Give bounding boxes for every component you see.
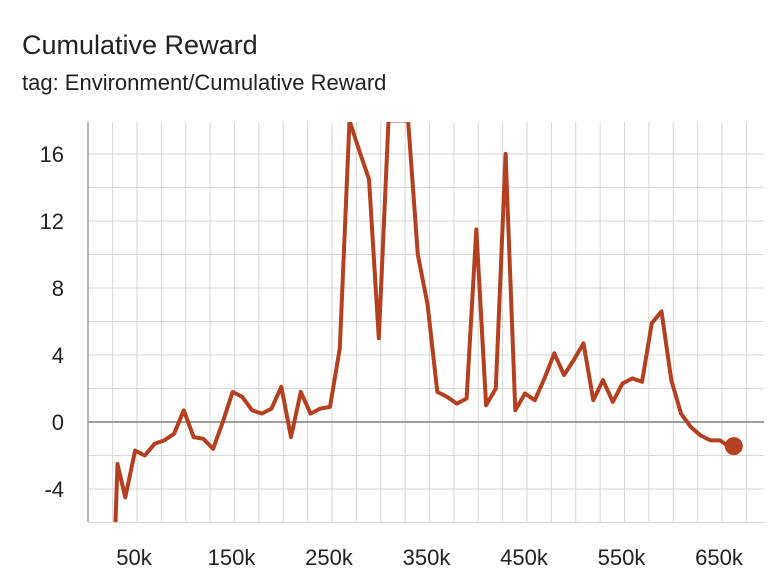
chart-subtitle: tag: Environment/Cumulative Reward <box>22 70 387 95</box>
x-tick-label: 250k <box>305 545 354 570</box>
y-tick-label: 0 <box>52 410 64 435</box>
y-tick-label: 16 <box>40 142 64 167</box>
x-tick-label: 450k <box>500 545 549 570</box>
marker-layer <box>724 437 743 456</box>
x-tick-label: 650k <box>695 545 744 570</box>
y-tick-label: 12 <box>40 209 64 234</box>
axes <box>87 122 764 522</box>
x-tick-label: 550k <box>598 545 647 570</box>
x-tick-label: 350k <box>403 545 452 570</box>
tick-labels: -4 0 4 8 12 16 50k 150k 250k 350k 450k 550k 650k <box>40 142 744 570</box>
y-tick-label: 4 <box>52 343 64 368</box>
grid <box>88 122 764 523</box>
chart-title: Cumulative Reward <box>22 30 258 60</box>
x-tick-label: 150k <box>208 545 257 570</box>
series-layer <box>113 122 732 522</box>
x-tick-label: 50k <box>116 545 152 570</box>
last-point-marker <box>724 437 743 456</box>
series-line <box>113 122 732 522</box>
y-tick-label: 8 <box>52 276 64 301</box>
y-tick-label: -4 <box>44 477 64 502</box>
